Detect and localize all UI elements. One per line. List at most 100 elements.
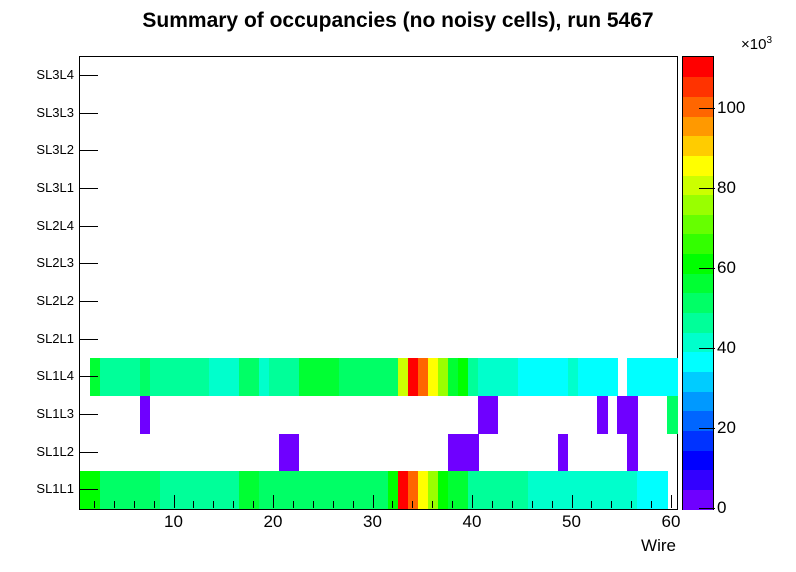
x-tick-label: 20	[263, 512, 283, 531]
heatmap-cell	[89, 358, 101, 396]
heatmap-cell	[348, 471, 360, 509]
y-row-label: SL1L4	[36, 368, 74, 384]
heatmap-cell	[328, 358, 340, 396]
heatmap-cell	[288, 471, 300, 509]
x-minor-tick	[193, 501, 195, 508]
colorbar-tick	[699, 428, 715, 429]
colorbar-tick-label: 80	[717, 178, 736, 197]
x-minor-tick	[253, 501, 255, 508]
heatmap-cell	[537, 358, 549, 396]
z-scale-multiplier: ×103	[712, 35, 772, 53]
plot-area	[79, 56, 678, 510]
heatmap-cell	[418, 471, 429, 509]
heatmap-cell	[547, 471, 559, 509]
heatmap-cell	[438, 358, 449, 396]
heatmap-cell	[448, 358, 459, 396]
heatmap-cell	[458, 471, 469, 509]
heatmap-cell	[209, 358, 220, 396]
y-row-label: SL3L3	[36, 104, 74, 120]
y-row-label: SL3L1	[36, 179, 74, 195]
y-row-label: SL2L1	[36, 330, 74, 346]
heatmap-cell	[149, 358, 161, 396]
heatmap-cell	[468, 433, 479, 472]
heatmap-cell	[478, 396, 489, 434]
heatmap-cell	[159, 358, 171, 396]
x-major-tick	[472, 495, 474, 508]
heatmap-cell	[448, 433, 459, 472]
heatmap-cell	[478, 358, 489, 396]
heatmap-cell	[99, 358, 111, 396]
colorbar-band	[683, 410, 713, 431]
heatmap-cell	[239, 471, 250, 509]
colorbar-band	[683, 312, 713, 333]
heatmap-cell	[398, 358, 409, 396]
heatmap-cell	[229, 471, 240, 509]
x-minor-tick	[491, 501, 493, 508]
y-row-label: SL2L3	[36, 255, 74, 271]
colorbar-band	[683, 57, 713, 78]
heatmap-cell	[438, 471, 449, 509]
colorbar-tick-label: 0	[717, 498, 727, 517]
heatmap-cell	[189, 471, 200, 509]
colorbar-band	[683, 450, 713, 471]
heatmap-cell	[527, 358, 539, 396]
heatmap-cell	[647, 358, 658, 396]
x-axis-title: Wire	[641, 536, 676, 555]
colorbar-tick-label: 20	[717, 418, 736, 437]
heatmap-cell	[507, 358, 519, 396]
colorbar-tick	[699, 508, 715, 509]
heatmap-cell	[408, 358, 419, 396]
heatmap-cell	[318, 358, 330, 396]
colorbar-band	[683, 214, 713, 235]
x-minor-tick	[551, 501, 553, 508]
colorbar-tick	[699, 348, 715, 349]
heatmap-cell	[109, 471, 121, 509]
x-minor-tick	[153, 501, 155, 508]
heatmap-cell	[219, 471, 230, 509]
heatmap-cell	[497, 471, 509, 509]
heatmap-cell	[517, 358, 529, 396]
heatmap-cell	[249, 471, 260, 509]
y-tick	[79, 489, 98, 491]
chart-title: Summary of occupancies (no noisy cells),…	[142, 9, 654, 32]
x-minor-tick	[312, 501, 314, 508]
heatmap-cell	[517, 471, 529, 509]
heatmap-cell	[557, 358, 569, 396]
y-tick	[79, 300, 98, 302]
heatmap-cell	[288, 433, 300, 472]
y-row-label: SL3L2	[36, 142, 74, 158]
heatmap-cell	[298, 471, 310, 509]
heatmap-cell	[139, 471, 151, 509]
x-major-tick	[571, 495, 573, 508]
heatmap-cell	[169, 471, 181, 509]
heatmap-cell	[627, 433, 638, 472]
heatmap-cell	[269, 471, 280, 509]
heatmap-cell	[587, 358, 598, 396]
heatmap-cell	[448, 471, 459, 509]
x-tick-label: 30	[363, 512, 382, 531]
x-minor-tick	[133, 501, 135, 508]
heatmap-cell	[507, 471, 519, 509]
heatmap-cell	[119, 358, 131, 396]
x-minor-tick	[213, 501, 215, 508]
heatmap-cell	[288, 358, 300, 396]
colorbar-band	[683, 371, 713, 392]
colorbar-tick-label: 100	[717, 98, 746, 117]
y-tick	[79, 187, 98, 189]
y-row-label: SL2L4	[36, 217, 74, 233]
x-major-tick	[372, 495, 374, 508]
heatmap-cell	[617, 471, 628, 509]
colorbar-tick-label: 60	[717, 258, 736, 277]
x-minor-tick	[332, 501, 334, 508]
heatmap-cell	[458, 433, 469, 472]
color-scale-bar	[682, 56, 714, 510]
colorbar-band	[683, 135, 713, 156]
colorbar-band	[683, 194, 713, 215]
heatmap-cell	[179, 471, 191, 509]
y-tick	[79, 376, 98, 378]
x-minor-tick	[531, 501, 533, 508]
x-minor-tick	[113, 501, 115, 508]
heatmap-cell	[368, 358, 380, 396]
heatmap-cell	[607, 358, 618, 396]
heatmap-cell	[328, 471, 340, 509]
